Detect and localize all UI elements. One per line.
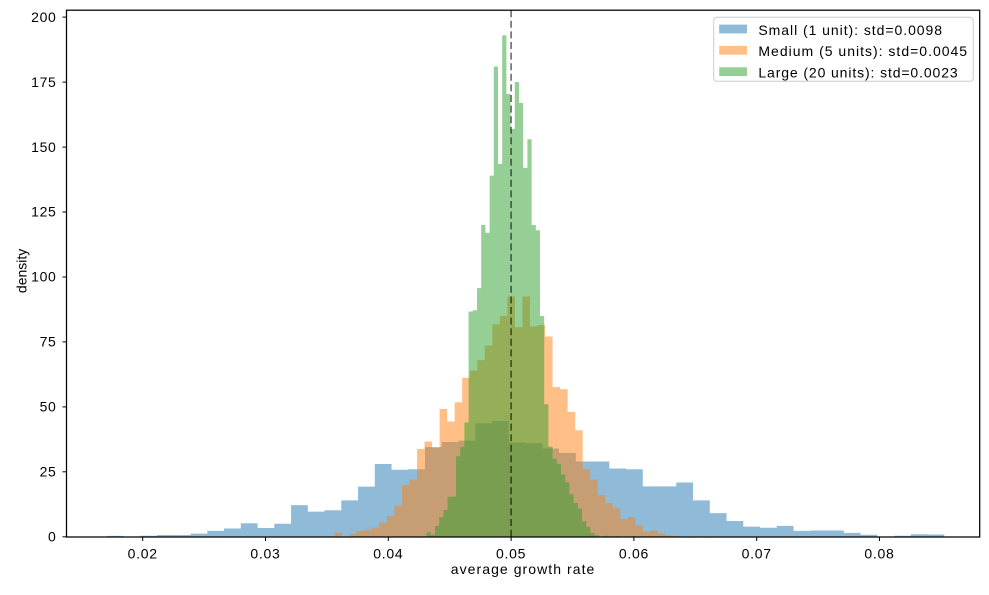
svg-text:Small (1 unit): std=0.0098: Small (1 unit): std=0.0098 (758, 22, 943, 38)
svg-text:0.04: 0.04 (373, 545, 403, 561)
svg-text:50: 50 (40, 399, 57, 415)
svg-text:75: 75 (40, 334, 57, 350)
svg-text:density: density (13, 249, 29, 293)
svg-text:0.06: 0.06 (619, 545, 649, 561)
svg-text:100: 100 (31, 269, 56, 285)
svg-text:0.08: 0.08 (864, 545, 894, 561)
svg-text:0.05: 0.05 (496, 545, 526, 561)
svg-text:0.03: 0.03 (250, 545, 280, 561)
svg-text:Medium (5 units): std=0.0045: Medium (5 units): std=0.0045 (758, 43, 968, 59)
svg-text:average growth rate: average growth rate (451, 561, 596, 577)
svg-text:25: 25 (40, 464, 57, 480)
svg-text:125: 125 (31, 204, 56, 220)
svg-text:150: 150 (31, 139, 56, 155)
svg-text:0.07: 0.07 (742, 545, 772, 561)
svg-text:0.02: 0.02 (128, 545, 158, 561)
svg-text:0: 0 (48, 529, 56, 545)
svg-text:Large (20 units): std=0.0023: Large (20 units): std=0.0023 (758, 64, 958, 80)
svg-text:175: 175 (31, 74, 56, 90)
svg-text:200: 200 (31, 9, 56, 25)
